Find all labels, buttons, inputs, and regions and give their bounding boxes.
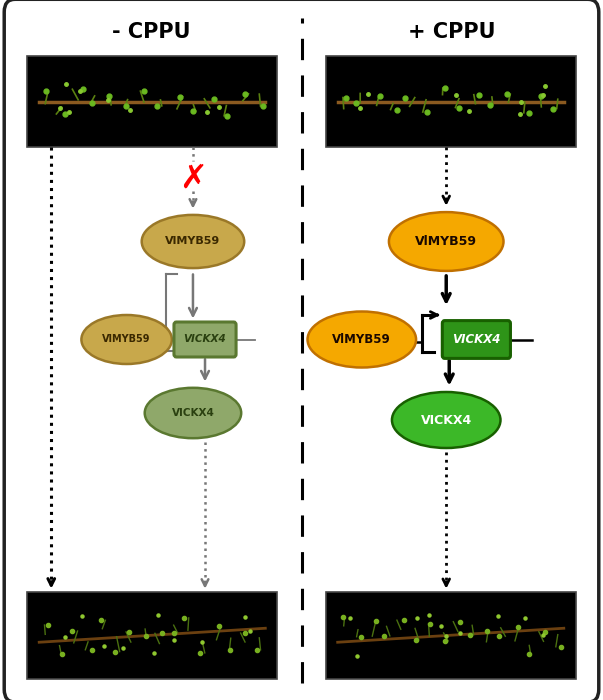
FancyBboxPatch shape [443, 321, 510, 358]
FancyBboxPatch shape [174, 322, 236, 357]
Ellipse shape [389, 212, 504, 271]
Text: + CPPU: + CPPU [408, 22, 496, 41]
Text: VICKX4: VICKX4 [421, 414, 472, 426]
Text: VICKX4: VICKX4 [171, 408, 215, 418]
Text: VlMYB59: VlMYB59 [165, 237, 221, 246]
FancyBboxPatch shape [27, 592, 277, 679]
Ellipse shape [142, 215, 244, 268]
FancyBboxPatch shape [326, 592, 576, 679]
FancyBboxPatch shape [326, 56, 576, 147]
Ellipse shape [145, 388, 241, 438]
Ellipse shape [392, 392, 500, 448]
Ellipse shape [81, 315, 172, 364]
Text: VICKX4: VICKX4 [452, 333, 500, 346]
Text: VlMYB59: VlMYB59 [415, 235, 477, 248]
Text: ✗: ✗ [179, 162, 207, 195]
Text: VICKX4: VICKX4 [184, 335, 226, 344]
Text: VlMYB59: VlMYB59 [103, 335, 151, 344]
Ellipse shape [308, 312, 416, 368]
FancyBboxPatch shape [27, 56, 277, 147]
FancyBboxPatch shape [4, 0, 599, 700]
Text: - CPPU: - CPPU [112, 22, 190, 41]
Text: -TAACCA-: -TAACCA- [315, 338, 366, 348]
Text: VlMYB59: VlMYB59 [332, 333, 391, 346]
Text: -TAACCA-: -TAACCA- [95, 338, 140, 348]
